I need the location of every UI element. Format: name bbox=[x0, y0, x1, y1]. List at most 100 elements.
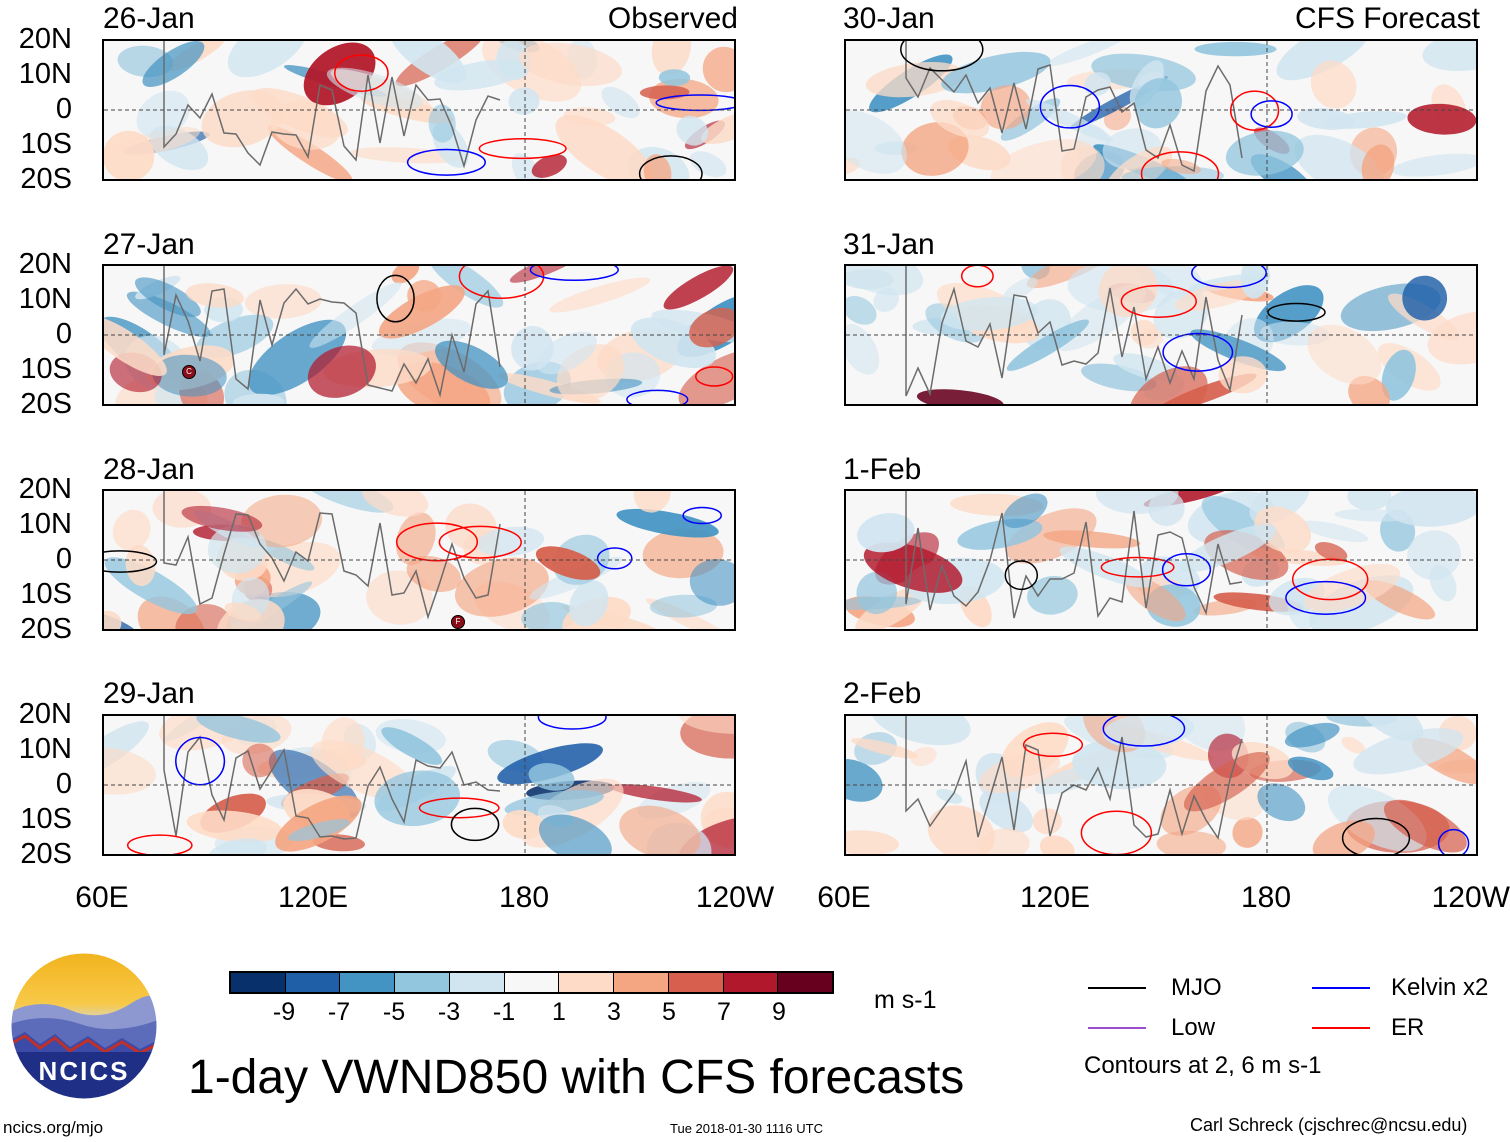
wave-contour bbox=[1285, 580, 1367, 615]
map-field bbox=[846, 41, 1476, 179]
wind-anomaly-blob bbox=[142, 41, 205, 88]
wind-anomaly-blob bbox=[1232, 817, 1263, 848]
wind-anomaly-blob bbox=[1341, 736, 1366, 754]
colorbar-tick-label: -7 bbox=[327, 998, 351, 1026]
lat-label: 20S bbox=[20, 838, 72, 870]
lon-label: 120E bbox=[277, 881, 349, 914]
wind-anomaly-blob bbox=[846, 269, 894, 290]
panel-date: 26-Jan bbox=[103, 2, 195, 35]
wave-contour bbox=[478, 138, 567, 160]
wind-anomaly-blob bbox=[186, 810, 283, 843]
wind-anomaly-blob bbox=[241, 494, 323, 548]
wave-contour bbox=[395, 522, 479, 562]
wave-contour bbox=[1191, 266, 1267, 289]
wind-anomaly-blob bbox=[1334, 508, 1411, 522]
wind-anomaly-blob bbox=[1003, 277, 1038, 301]
wind-anomaly-blob bbox=[535, 546, 601, 580]
wave-contour bbox=[1250, 100, 1293, 129]
wind-anomaly-blob bbox=[1314, 542, 1348, 562]
wave-contour bbox=[537, 716, 607, 730]
wind-anomaly-blob bbox=[701, 111, 734, 145]
colorbar-swatch bbox=[667, 973, 723, 992]
wind-anomaly-blob bbox=[531, 154, 567, 178]
wave-contour bbox=[418, 797, 500, 819]
panel-date: 28-Jan bbox=[103, 453, 195, 486]
wind-anomaly-blob bbox=[619, 805, 701, 854]
map-field bbox=[104, 41, 734, 179]
wind-anomaly-blob bbox=[1129, 366, 1208, 404]
vwnd-map bbox=[102, 714, 736, 856]
wind-anomaly-blob bbox=[435, 340, 508, 389]
wind-anomaly-blob bbox=[196, 716, 281, 743]
wave-contour bbox=[1100, 556, 1175, 578]
colorbar-tick-label: 7 bbox=[717, 998, 731, 1026]
er-legend-line bbox=[1312, 1027, 1370, 1029]
wind-anomaly-blob bbox=[936, 788, 963, 804]
wind-anomaly-blob bbox=[1148, 491, 1185, 526]
wave-contour bbox=[596, 547, 633, 570]
wind-anomaly-blob bbox=[1381, 349, 1416, 401]
wind-anomaly-blob bbox=[609, 784, 702, 803]
wind-anomaly-blob bbox=[406, 555, 462, 592]
wind-anomaly-blob bbox=[1084, 72, 1111, 96]
wind-anomaly-blob bbox=[549, 277, 651, 313]
coastline bbox=[905, 716, 1243, 840]
map-field bbox=[846, 491, 1476, 629]
wind-anomaly-blob bbox=[1257, 783, 1306, 822]
wind-anomaly-blob bbox=[940, 297, 1038, 331]
wind-anomaly-blob bbox=[1383, 799, 1467, 853]
coastline bbox=[905, 41, 1243, 173]
observed-header: Observed bbox=[607, 2, 738, 35]
map-field bbox=[104, 266, 734, 404]
wind-anomaly-blob bbox=[1347, 491, 1392, 511]
wind-anomaly-blob bbox=[871, 716, 971, 746]
colorbar-swatch bbox=[777, 973, 833, 992]
wind-anomaly-blob bbox=[104, 130, 155, 179]
wave-contour bbox=[1267, 302, 1326, 322]
wave-contour bbox=[638, 155, 703, 179]
wind-anomaly-blob bbox=[134, 277, 201, 318]
wind-anomaly-blob bbox=[508, 87, 540, 115]
wind-anomaly-blob bbox=[476, 526, 545, 557]
low-legend-line bbox=[1088, 1027, 1146, 1029]
wind-anomaly-blob bbox=[1348, 375, 1390, 404]
colorbar-swatch bbox=[722, 973, 778, 992]
lat-label: 20N bbox=[18, 248, 72, 280]
wind-anomaly-blob bbox=[381, 727, 443, 765]
wind-anomaly-blob bbox=[916, 389, 1004, 404]
colorbar-swatch bbox=[448, 973, 504, 992]
wave-contour bbox=[104, 550, 158, 573]
wind-anomaly-blob bbox=[270, 100, 342, 150]
colorbar-swatch bbox=[284, 973, 340, 992]
colorbar-swatch bbox=[339, 973, 395, 992]
wave-contour bbox=[334, 54, 389, 92]
wind-anomaly-blob bbox=[633, 491, 671, 513]
vwnd-map bbox=[102, 264, 736, 406]
wind-anomaly-blob bbox=[930, 99, 990, 139]
wind-anomaly-blob bbox=[1407, 103, 1476, 135]
lon-label: 120E bbox=[1019, 881, 1091, 914]
wave-contour bbox=[1291, 558, 1369, 601]
low-legend-label: Low bbox=[1171, 1014, 1216, 1041]
wind-anomaly-blob bbox=[663, 266, 734, 310]
lat-label: 0 bbox=[55, 93, 72, 125]
wave-contour bbox=[1022, 732, 1084, 758]
wind-anomaly-blob bbox=[850, 738, 919, 759]
wave-contour bbox=[1341, 817, 1411, 854]
colorbar-units: m s-1 bbox=[874, 986, 937, 1014]
wind-anomaly-blob bbox=[1136, 329, 1164, 349]
wind-anomaly-blob bbox=[207, 838, 267, 854]
wind-anomaly-blob bbox=[136, 90, 190, 139]
lat-label: 0 bbox=[55, 318, 72, 350]
map-field bbox=[104, 491, 734, 629]
lat-label: 10S bbox=[20, 353, 72, 385]
colorbar-swatch bbox=[394, 973, 449, 992]
coastline bbox=[905, 491, 1243, 619]
wave-contour bbox=[1004, 560, 1039, 591]
map-field bbox=[846, 266, 1476, 404]
wind-anomaly-blob bbox=[395, 512, 436, 565]
wind-anomaly-blob bbox=[1026, 266, 1117, 289]
lat-label: 10S bbox=[20, 578, 72, 610]
panel-date: 30-Jan bbox=[843, 2, 935, 35]
wind-anomaly-blob bbox=[224, 602, 261, 622]
